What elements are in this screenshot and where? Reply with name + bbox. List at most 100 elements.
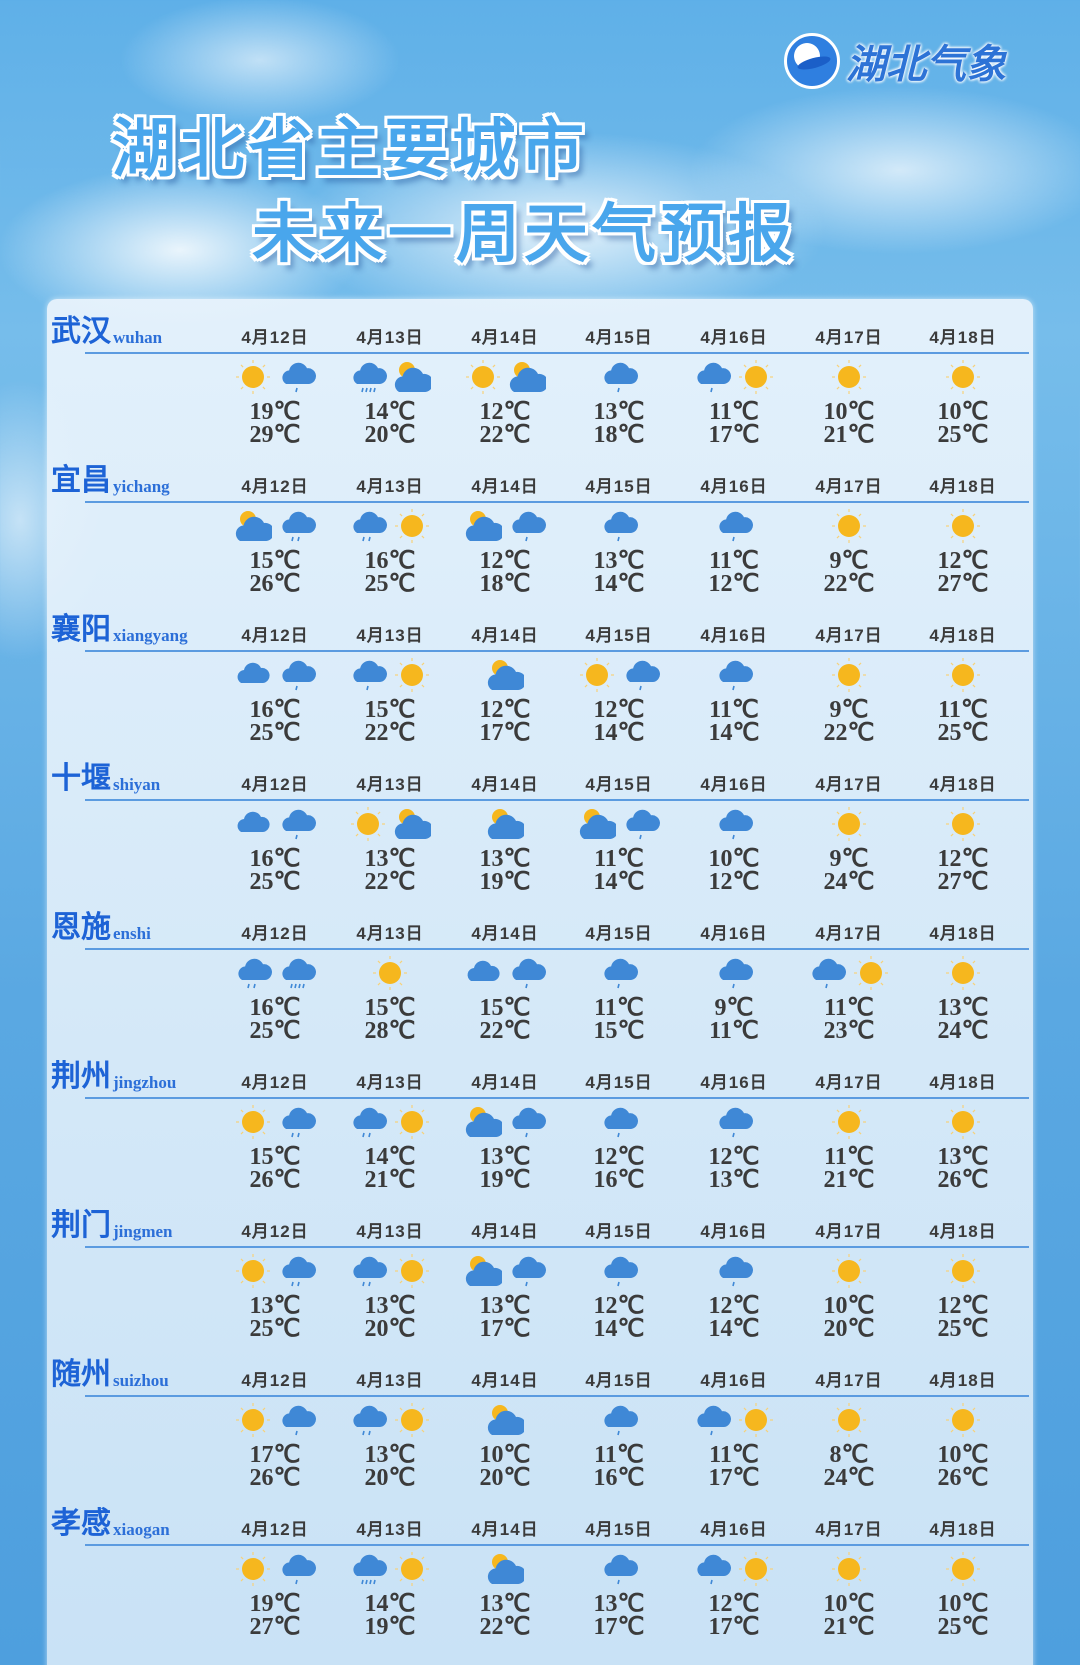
weather-icons [677,804,791,844]
sunny-icon [466,360,500,394]
date-label: 4月18日 [929,626,997,645]
high-temp: 22℃ [823,571,875,597]
high-temp: 24℃ [823,869,875,895]
city-block-wuhan: 武汉 wuhan 4月12日 19℃ 29℃ 4月13日 14℃ 20℃ 4月1… [47,299,1033,448]
date-label: 4月13日 [356,775,424,794]
weather-icons [562,1549,676,1589]
cloudy-icon [237,811,270,832]
city-block-jingzhou: 荆州 jingzhou 4月12日 15℃ 26℃ 4月13日 14℃ 21℃ … [47,1044,1033,1193]
weather-icons [448,804,562,844]
low-temp: 15℃ [249,1144,301,1170]
weather-icons [677,1549,791,1589]
weather-icons [677,357,791,397]
date-label: 4月14日 [471,328,539,347]
date-label: 4月17日 [815,924,883,943]
partly-cloudy-icon [509,362,546,392]
sunny-icon [832,807,866,841]
high-temp: 25℃ [937,720,989,746]
moderate-rain-icon [282,1256,316,1287]
logo-emblem-icon [784,33,840,89]
low-temp: 15℃ [249,548,301,574]
weather-icons [792,655,906,695]
low-temp: 12℃ [479,399,531,425]
date-label: 4月13日 [356,477,424,496]
moderate-rain-icon [282,1107,316,1138]
divider [85,948,1029,950]
high-temp: 12℃ [708,571,760,597]
light-rain-icon [604,1405,638,1436]
sunny-icon [832,360,866,394]
city-label: 随州 suizhou [51,1358,169,1392]
date-label: 4月14日 [471,1222,539,1241]
sunny-icon [739,1552,773,1586]
light-rain-icon [719,1256,753,1287]
sunny-icon [395,509,429,543]
hubei-weather-logo: 湖北气象 [784,32,1006,90]
date-label: 4月12日 [241,1073,309,1092]
high-temp: 23℃ [823,1018,875,1044]
divider [85,1097,1029,1099]
weather-icons [448,1251,562,1291]
moderate-rain-icon [353,511,387,542]
divider [85,1246,1029,1248]
low-temp: 11℃ [709,399,759,425]
moderate-rain-icon [353,1256,387,1287]
sunny-icon [236,1403,270,1437]
weather-icons [792,1549,906,1589]
high-temp: 20℃ [823,1316,875,1342]
weather-icons [448,655,562,695]
low-temp: 14℃ [364,1591,416,1617]
partly-cloudy-icon [394,809,431,839]
light-rain-icon [719,958,753,989]
light-rain-icon [697,1405,731,1436]
low-temp: 13℃ [937,995,989,1021]
low-temp: 8℃ [829,1442,869,1468]
date-label: 4月13日 [356,1371,424,1390]
city-label: 武汉 wuhan [51,315,162,349]
date-label: 4月14日 [471,1371,539,1390]
low-temp: 12℃ [937,846,989,872]
sunny-icon [832,509,866,543]
weather-icons [906,655,1020,695]
high-temp: 25℃ [364,571,416,597]
divider [85,799,1029,801]
high-temp: 21℃ [823,1614,875,1640]
date-label: 4月15日 [585,775,653,794]
date-label: 4月18日 [929,328,997,347]
date-label: 4月16日 [700,477,768,496]
low-temp: 9℃ [714,995,754,1021]
low-temp: 12℃ [708,1293,760,1319]
date-label: 4月12日 [241,1371,309,1390]
weather-icons [333,1251,447,1291]
high-temp: 14℃ [708,1316,760,1342]
light-rain-icon [604,1554,638,1585]
forecast-panel: 武汉 wuhan 4月12日 19℃ 29℃ 4月13日 14℃ 20℃ 4月1… [47,299,1033,1665]
weather-icons [218,506,332,546]
partly-cloudy-icon [235,511,272,541]
sunny-icon [946,509,980,543]
city-name: 孝感 [51,1507,111,1540]
date-label: 4月14日 [471,1520,539,1539]
light-rain-icon [604,362,638,393]
light-rain-icon [282,1554,316,1585]
low-temp: 10℃ [823,1293,875,1319]
sunny-icon [373,956,407,990]
light-rain-icon [282,660,316,691]
low-temp: 10℃ [937,1442,989,1468]
date-label: 4月17日 [815,477,883,496]
date-label: 4月15日 [585,1222,653,1241]
date-label: 4月12日 [241,924,309,943]
light-rain-icon [697,1554,731,1585]
city-block-shiyan: 十堰 shiyan 4月12日 16℃ 25℃ 4月13日 13℃ 22℃ 4月… [47,746,1033,895]
high-temp: 20℃ [479,1465,531,1491]
date-label: 4月18日 [929,775,997,794]
high-temp: 25℃ [249,720,301,746]
high-temp: 16℃ [593,1465,645,1491]
weather-icons [677,1102,791,1142]
partly-cloudy-icon [394,362,431,392]
heavy-rain-icon [353,362,387,393]
light-rain-icon [812,958,846,989]
city-name: 宜昌 [51,464,111,497]
low-temp: 16℃ [249,697,301,723]
weather-icons [906,1400,1020,1440]
